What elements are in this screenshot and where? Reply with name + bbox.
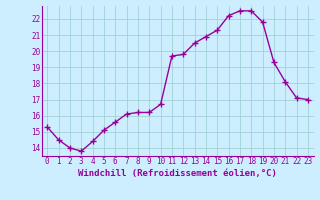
- X-axis label: Windchill (Refroidissement éolien,°C): Windchill (Refroidissement éolien,°C): [78, 169, 277, 178]
